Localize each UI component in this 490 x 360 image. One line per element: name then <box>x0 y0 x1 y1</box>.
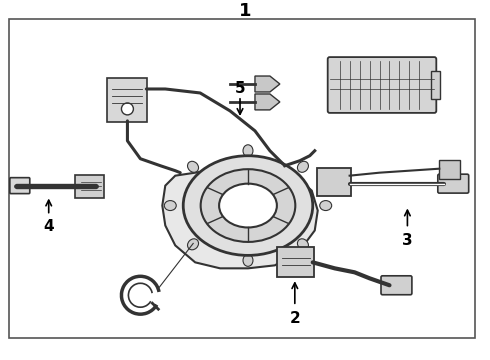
Circle shape <box>122 103 133 115</box>
Ellipse shape <box>188 239 198 250</box>
Ellipse shape <box>201 169 295 242</box>
Polygon shape <box>255 94 280 110</box>
FancyBboxPatch shape <box>317 168 351 195</box>
Bar <box>9 19 475 338</box>
Text: 4: 4 <box>44 219 54 234</box>
FancyBboxPatch shape <box>431 71 440 99</box>
Ellipse shape <box>320 201 332 211</box>
FancyBboxPatch shape <box>381 276 412 295</box>
Ellipse shape <box>219 184 277 228</box>
Ellipse shape <box>297 161 308 172</box>
FancyBboxPatch shape <box>75 175 104 198</box>
Ellipse shape <box>183 156 313 255</box>
Polygon shape <box>162 167 318 268</box>
Ellipse shape <box>243 145 253 157</box>
FancyBboxPatch shape <box>328 57 436 113</box>
FancyBboxPatch shape <box>277 247 314 277</box>
Ellipse shape <box>188 161 198 172</box>
FancyBboxPatch shape <box>439 160 460 179</box>
FancyBboxPatch shape <box>438 174 469 193</box>
FancyBboxPatch shape <box>107 78 147 122</box>
Ellipse shape <box>297 239 308 250</box>
Ellipse shape <box>243 255 253 266</box>
Text: 3: 3 <box>402 233 413 248</box>
Ellipse shape <box>164 201 176 211</box>
Text: 1: 1 <box>239 2 251 20</box>
Text: 5: 5 <box>235 81 245 96</box>
Text: 2: 2 <box>290 311 300 326</box>
Polygon shape <box>255 76 280 92</box>
FancyBboxPatch shape <box>10 178 30 194</box>
